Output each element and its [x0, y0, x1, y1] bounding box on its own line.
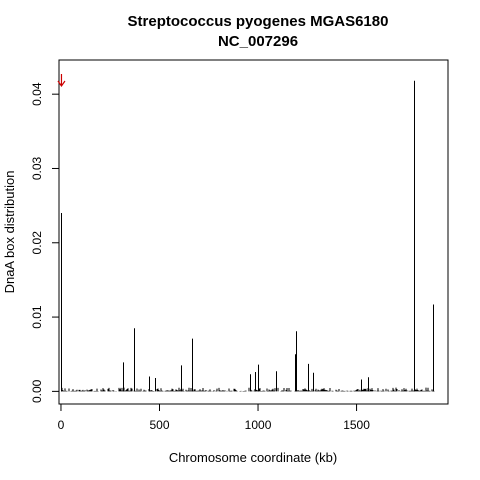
- x-axis-label: Chromosome coordinate (kb): [169, 450, 337, 465]
- x-tick-label: 1500: [343, 418, 370, 432]
- baseline-noise: [61, 387, 435, 392]
- y-tick-label: 0.02: [30, 231, 44, 255]
- x-tick-label: 500: [149, 418, 169, 432]
- chart-subtitle: NC_007296: [218, 33, 298, 50]
- peak-series: [61, 80, 434, 392]
- y-axis-label: DnaA box distribution: [2, 171, 17, 294]
- x-axis: 0 500 1000 1500: [58, 403, 370, 432]
- plot-frame: [58, 59, 449, 405]
- y-tick-label: 0.01: [30, 305, 44, 329]
- y-tick-label: 0.03: [30, 156, 44, 180]
- x-tick-label: 0: [58, 418, 65, 432]
- chart-title: Streptococcus pyogenes MGAS6180: [128, 13, 389, 30]
- y-tick-label: 0.04: [30, 82, 44, 106]
- y-axis: 0.00 0.01 0.02 0.03 0.04: [30, 82, 60, 403]
- arrow-down-icon: [57, 74, 66, 88]
- x-tick-label: 1000: [245, 418, 272, 432]
- origin-marker: [57, 74, 66, 88]
- y-tick-label: 0.00: [30, 379, 44, 403]
